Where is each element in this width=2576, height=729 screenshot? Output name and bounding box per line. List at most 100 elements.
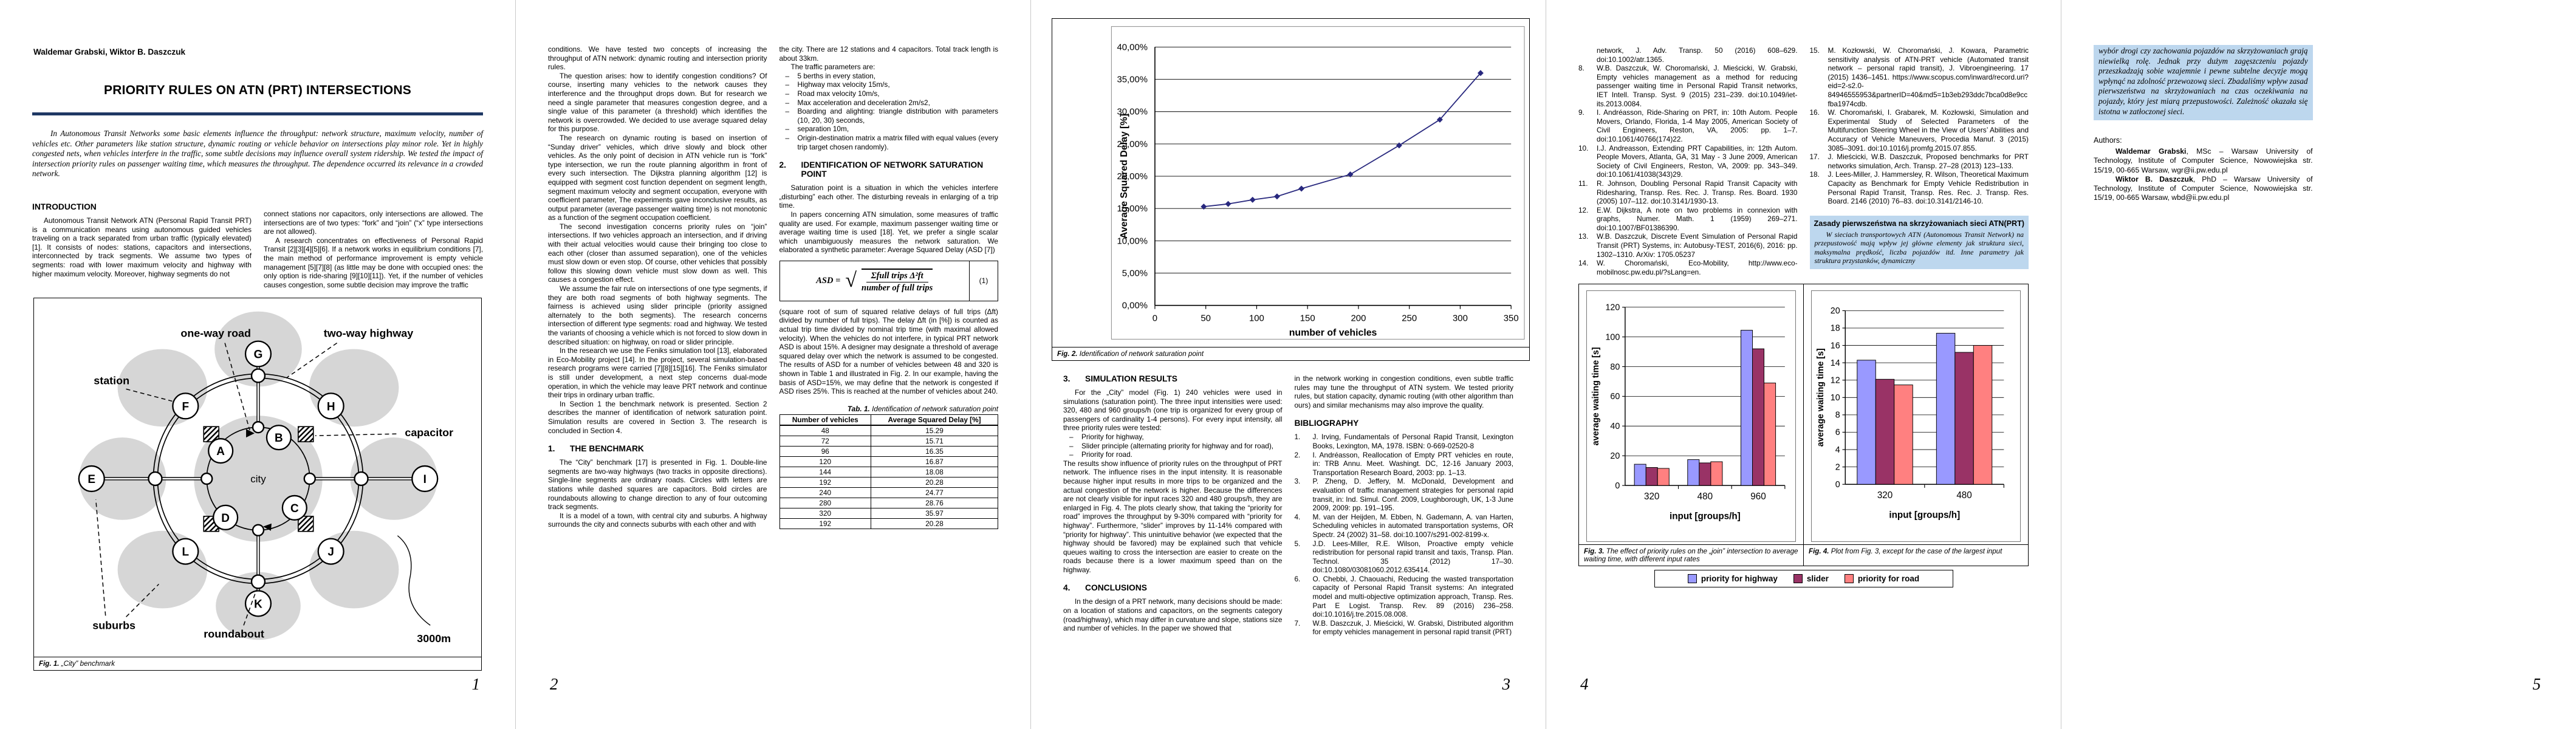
y-axis-title: average waiting time [s] — [1816, 349, 1826, 447]
bar-slider — [1699, 462, 1711, 487]
table-header-row: Number of vehicles Average Squared Delay … — [779, 414, 998, 426]
formula-numerator: Σfull trips Δ²ft — [866, 271, 928, 282]
bullet-item: – Highway max velocity 15m/s, — [785, 80, 890, 89]
bullet-item: – Slider principle (alternating priority … — [1069, 441, 1274, 450]
table-cell: 144 — [779, 466, 872, 477]
figure-4-panel: 0 2 4 6 8 10 12 14 16 18 20 320 480 input [groups/h] a… — [1803, 284, 2028, 545]
paragraph: In the research we use the Feniks simula… — [548, 346, 767, 400]
bar-slider — [1645, 467, 1658, 487]
polish-abstract-text: wybór drogi czy zachowania pojazdów na s… — [2098, 46, 2308, 116]
polish-abstract-block: Zasady pierwszeństwa na skrzyżowaniach s… — [1809, 215, 2029, 270]
page2-col1: conditions. We have tested two concepts … — [548, 45, 767, 529]
paragraph: The research on dynamic routing is based… — [548, 133, 767, 222]
reference-item: 15. M. Kozłowski, W. Choromański, J. Kowa… — [1809, 46, 2029, 108]
data-point-markers — [1201, 70, 1484, 210]
chart-legend: priority for highway slider priority for… — [1654, 570, 1953, 588]
x-axis-title: input [groups/h] — [1889, 510, 1960, 521]
svg-text:40,00%: 40,00% — [1117, 43, 1148, 52]
table-cell: 192 — [779, 518, 872, 529]
svg-text:80: 80 — [1610, 363, 1620, 372]
table-cell: 24.77 — [871, 487, 998, 498]
authors-line: Waldemar Grabski, Wiktor B. Daszczuk — [33, 47, 185, 56]
paragraph: A research concentrates on effectiveness… — [264, 236, 483, 289]
bullet-item: – Priority for road. — [1069, 450, 1132, 459]
reference-item: 8. W.B. Daszczuk, W. Choromański, J. Mieś… — [1578, 64, 1798, 108]
table-cell: 15.29 — [871, 425, 998, 436]
asd-series-line — [1204, 72, 1481, 208]
svg-text:40: 40 — [1610, 422, 1620, 432]
intro-heading: INTRODUCTION — [32, 202, 97, 211]
page3-col1: 3. SIMULATION RESULTS For the „City” mode… — [1063, 374, 1283, 637]
section-4-heading: 4. CONCLUSIONS — [1063, 583, 1147, 593]
highway-swatch-icon — [1687, 574, 1697, 584]
page-number: 3 — [1502, 675, 1511, 693]
bibliography-heading: BIBLIOGRAPHY — [1294, 419, 1359, 428]
fig1-caption: Fig. 1. „City” benchmark — [34, 657, 481, 670]
svg-text:15,00%: 15,00% — [1117, 204, 1148, 214]
page-1: Waldemar Grabski, Wiktor B. Daszczuk PRI… — [0, 0, 515, 729]
svg-text:D: D — [221, 512, 230, 525]
intro-paragraphs-2: connect stations nor capacitors, only in… — [264, 210, 483, 289]
table-row: 192 20.28 — [779, 476, 998, 488]
table-cell: 48 — [779, 425, 872, 436]
paragraph: (square root of sum of squared relative … — [779, 307, 999, 396]
reference-item: 1. J. Irving, Fundamentals of Personal Ra… — [1294, 433, 1514, 450]
figure-captions: Fig. 3. The effect of priority rules on … — [1578, 544, 2029, 567]
svg-text:100: 100 — [1605, 333, 1620, 343]
page3-col2: in the network working in congestion con… — [1295, 374, 1514, 637]
bullet-item: – Origin-destination matrix a matrix fill… — [785, 133, 999, 151]
page-3: 0,00% 5,00% 10,00% 15,00% 20,00% 25,00% 30,00%… — [1030, 0, 1546, 729]
page-5: wybór drogi czy zachowania pojazdów na s… — [2061, 0, 2576, 729]
svg-text:5,00%: 5,00% — [1122, 269, 1148, 279]
table-cell: 35.97 — [871, 507, 998, 519]
reference-item: 3. P. Zheng, D. Jeffery, M. McDonald, Dev… — [1294, 477, 1514, 513]
svg-text:10,00%: 10,00% — [1117, 236, 1148, 246]
bar-priority-for-road — [1657, 468, 1670, 487]
table-row: 144 18.08 — [779, 466, 998, 477]
paragraph: The results show influence of priority r… — [1063, 459, 1283, 574]
section-3-heading: 3. SIMULATION RESULTS — [1063, 374, 1178, 383]
svg-text:two-way highway: two-way highway — [324, 327, 414, 340]
table-row: 48 15.29 — [779, 425, 998, 436]
paragraph: The second investigation concerns priori… — [548, 222, 767, 284]
slider-swatch-icon — [1793, 574, 1803, 584]
page1-col1: INTRODUCTION Autonomous Transit Network … — [32, 189, 252, 289]
category-label: 480 — [1697, 491, 1713, 502]
figure-3-panel: 0 20 40 60 80 100 120 320 480 960 input [groups/h]… — [1579, 284, 1803, 544]
table-row: 240 24.77 — [779, 487, 998, 498]
svg-text:0: 0 — [1835, 480, 1840, 490]
svg-text:I: I — [423, 473, 426, 486]
author-list: Waldemar Grabski, MSc – Warsaw Universit… — [2094, 147, 2313, 202]
bullet-item: – Priority for highway, — [1069, 432, 1144, 441]
bar-priority-for-highway — [1740, 330, 1753, 487]
svg-text:150: 150 — [1300, 314, 1315, 324]
bar-slider — [1954, 352, 1974, 485]
svg-text:12: 12 — [1831, 376, 1840, 386]
polish-abstract-title: Zasady pierwszeństwa na skrzyżowaniach s… — [1814, 219, 2024, 228]
fig4-bar-chart: 0 2 4 6 8 10 12 14 16 18 20 320 480 input [groups/h] a… — [1816, 307, 2004, 521]
bar-priority-for-highway — [1687, 459, 1700, 487]
table-cell: 120 — [779, 456, 872, 467]
bar-priority-for-highway — [1857, 360, 1876, 485]
svg-text:0: 0 — [1615, 481, 1620, 491]
svg-text:25,00%: 25,00% — [1117, 140, 1148, 149]
paragraph: In the design of a PRT network, many dec… — [1063, 597, 1283, 633]
reference-item: 9. I. Andréasson, Ride-Sharing on PRT, in… — [1578, 108, 1798, 143]
body-paragraphs: For the „City” model (Fig. 1) 240 vehicl… — [1063, 388, 1283, 433]
section-1-heading: 1. THE BENCHMARK — [548, 444, 644, 454]
svg-text:C: C — [290, 502, 299, 515]
traffic-parameter-list: –5 berths in every station, – Highway max … — [779, 72, 999, 151]
svg-text:4: 4 — [1835, 445, 1840, 455]
svg-text:L: L — [182, 546, 190, 559]
page4-col1: network, J. Adv. Transp. 50 (2016) 608–6… — [1578, 46, 1798, 276]
svg-text:10: 10 — [1831, 394, 1840, 403]
body-paragraphs: in the network working in congestion con… — [1295, 374, 1514, 409]
city-benchmark-diagram: E F G H I J K L A B C D — [78, 312, 453, 645]
body-paragraphs: In the design of a PRT network, many dec… — [1063, 597, 1283, 632]
svg-text:E: E — [87, 473, 95, 486]
asd-formula: ASD = √ Σfull trips Δ²ft number of full … — [779, 260, 998, 301]
bar-priority-for-highway — [1936, 333, 1956, 485]
page5-col2 — [2325, 45, 2544, 202]
reference-list: network, J. Adv. Transp. 50 (2016) 608–6… — [1578, 46, 1798, 276]
paragraph: in the network working in congestion con… — [1294, 374, 1514, 409]
